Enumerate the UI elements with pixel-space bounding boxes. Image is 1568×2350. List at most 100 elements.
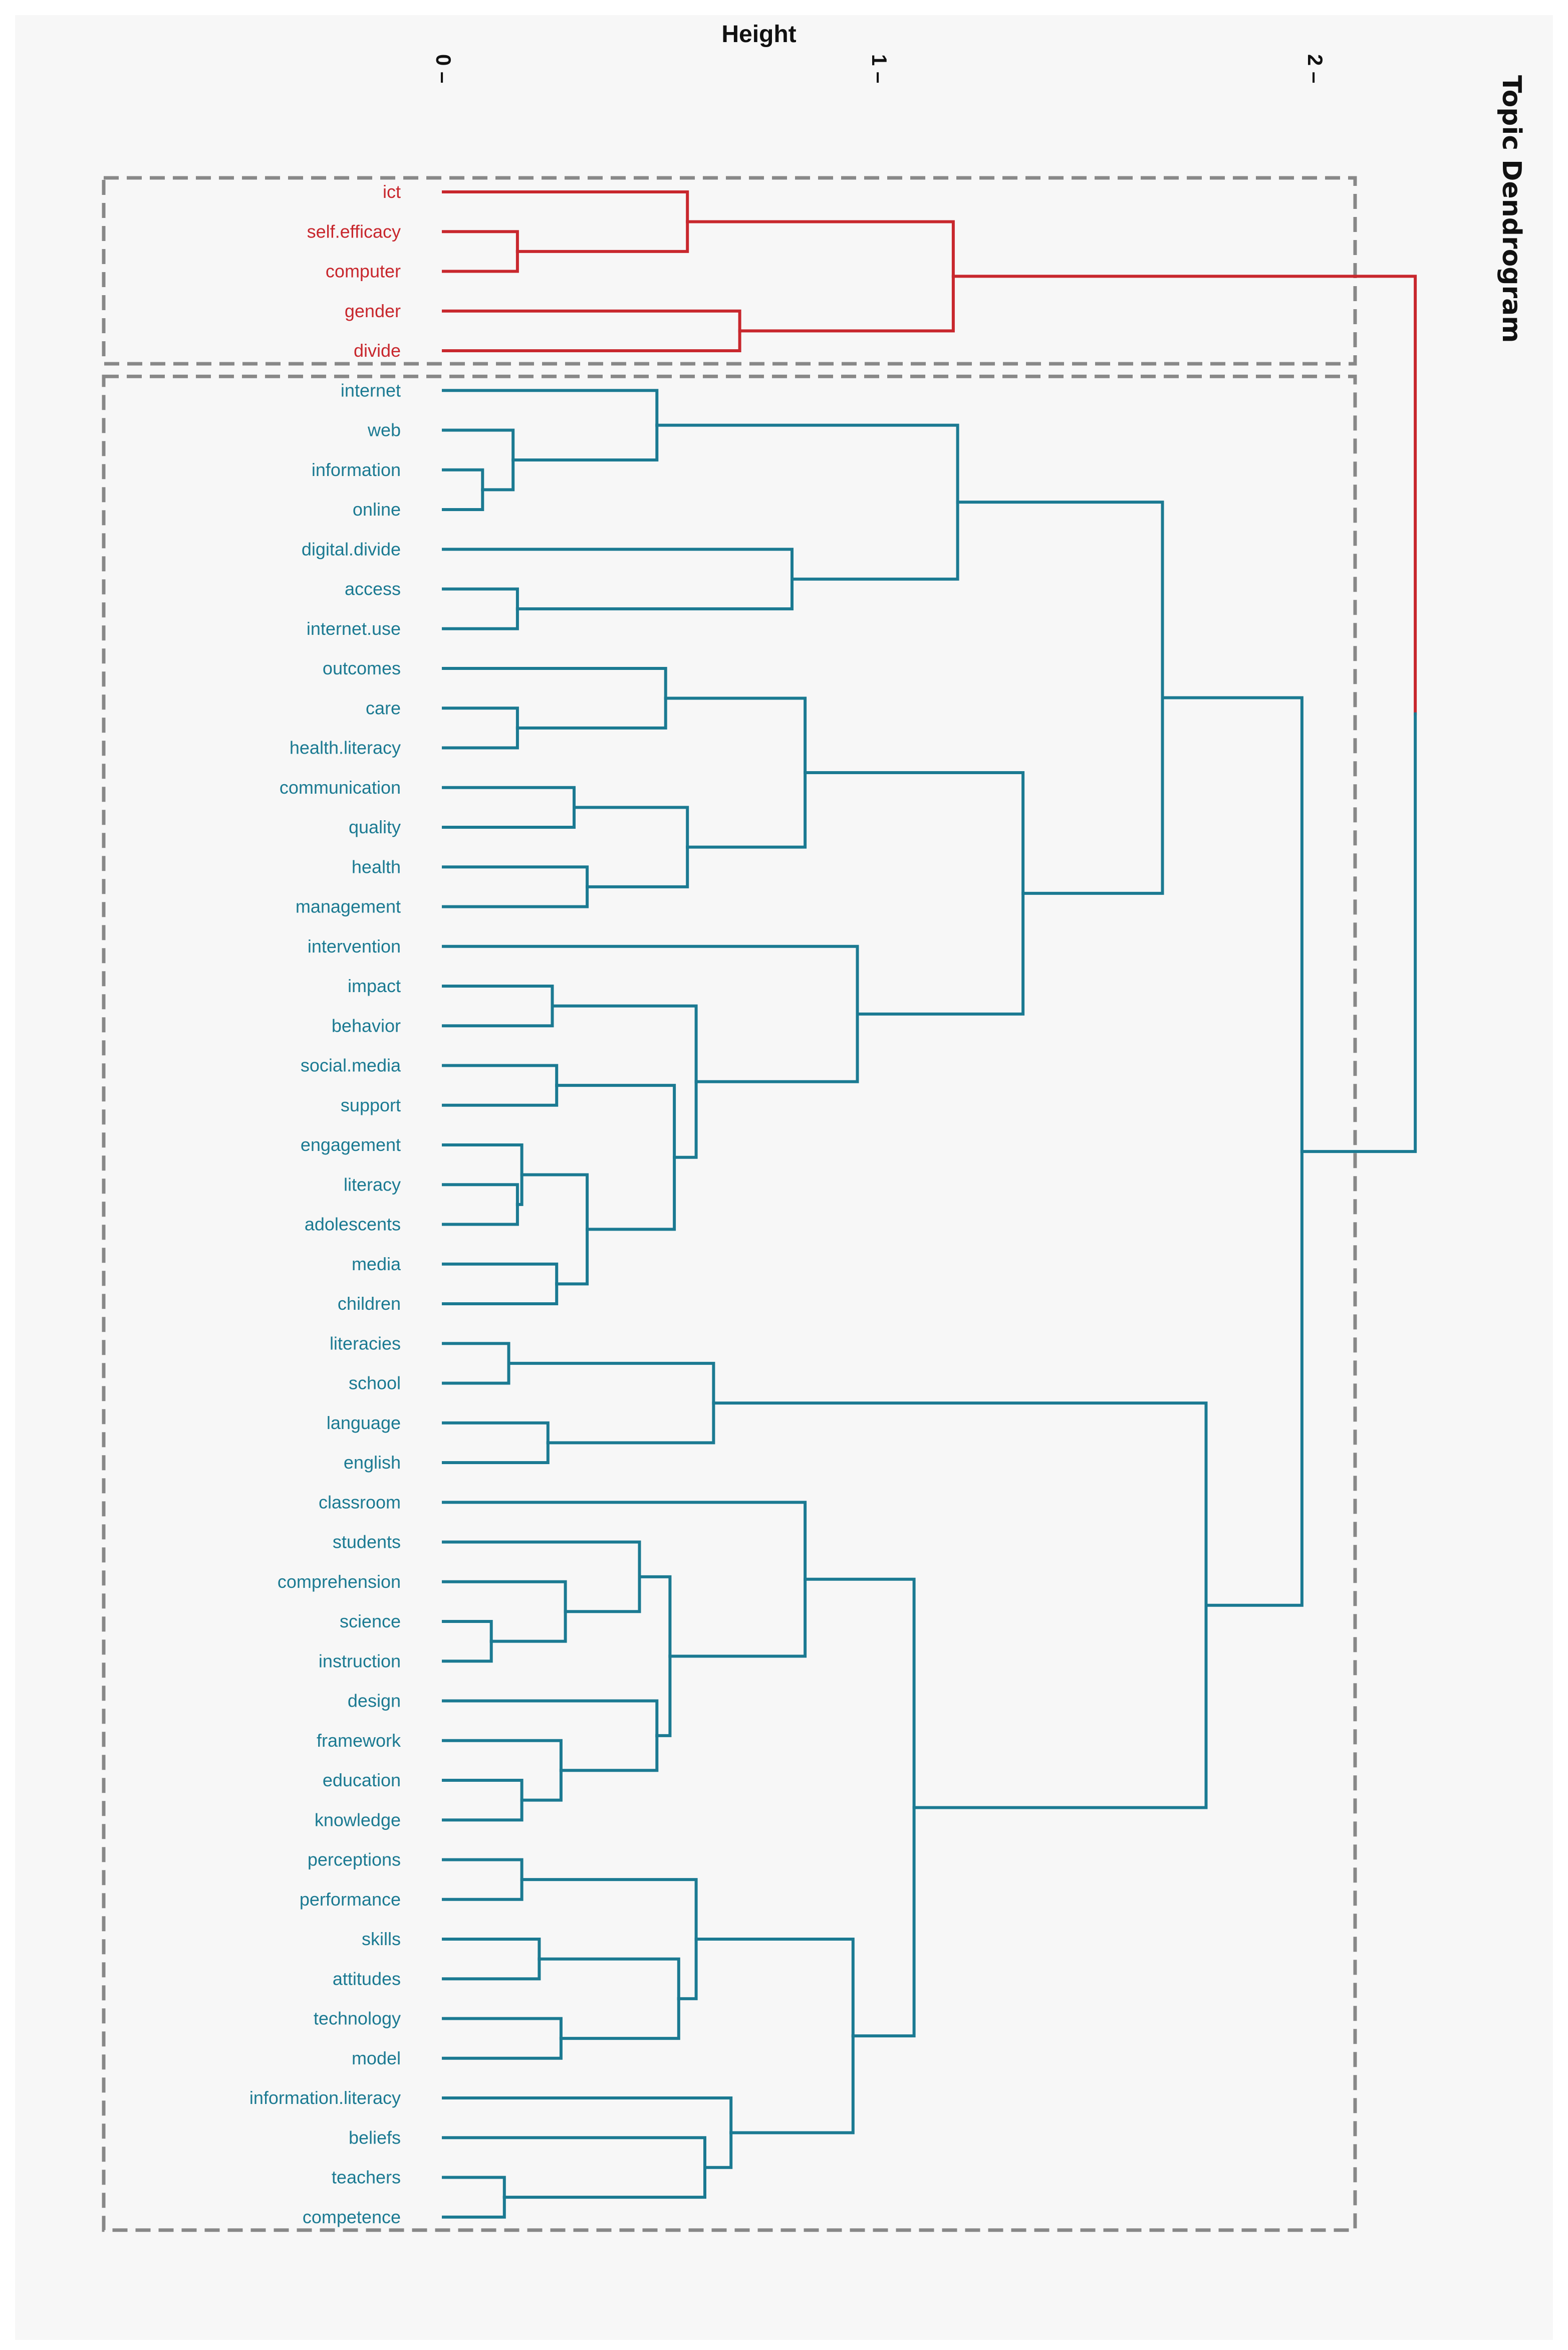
- leaf-label-technology: technology: [314, 2008, 401, 2029]
- branch-A1-computer: [442, 250, 519, 273]
- branch-ROOT-A4: [951, 275, 1417, 716]
- leaf-label-students: students: [333, 1532, 401, 1552]
- axis-tick-0: 0 –: [432, 54, 455, 83]
- branch-I2-I1: [912, 1603, 1208, 1809]
- branch-F2-language: [442, 1421, 550, 1445]
- branch-C3-quality: [442, 806, 576, 829]
- leaf-label-information.literacy: information.literacy: [249, 2087, 401, 2108]
- leaf-label-health.literacy: health.literacy: [290, 738, 401, 758]
- branch-G1-science: [442, 1620, 493, 1643]
- leaf-label-ict: ict: [383, 181, 401, 202]
- branch-H2-attitudes: [442, 1957, 541, 1981]
- leaf-label-digital.divide: digital.divide: [302, 539, 401, 559]
- branch-B3-B2: [511, 423, 659, 461]
- branch-D5-children: [442, 1282, 559, 1305]
- branch-C4-management: [442, 885, 589, 908]
- leaf-label-social.media: social.media: [301, 1055, 401, 1076]
- branch-E2-E1: [1021, 696, 1164, 895]
- branch-ROOT-J1: [1300, 712, 1417, 1153]
- branch-H3-technology: [442, 2017, 563, 2040]
- leaf-label-knowledge: knowledge: [315, 1809, 401, 1830]
- branch-E1-D9: [856, 891, 1025, 1016]
- branch-G6-design: [442, 1699, 659, 1737]
- branch-B5-B4: [515, 577, 794, 611]
- leaf-label-performance: performance: [300, 1889, 401, 1910]
- branch-D8-D7: [673, 1080, 698, 1159]
- branch-A2-ict: [442, 190, 689, 223]
- branch-C5-C4: [586, 845, 689, 888]
- chart-title: Topic Dendrogram: [1496, 75, 1526, 343]
- branch-G4-education: [442, 1779, 524, 1802]
- leaf-label-instruction: instruction: [319, 1651, 401, 1671]
- branch-F1-school: [442, 1361, 510, 1385]
- leaf-label-information: information: [312, 459, 401, 480]
- leaf-label-impact: impact: [348, 976, 401, 996]
- leaf-label-classroom: classroom: [319, 1492, 401, 1512]
- branch-G3-G2: [564, 1575, 641, 1613]
- axis-tick-2: 2 –: [1303, 54, 1327, 83]
- leaf-label-web: web: [367, 420, 401, 440]
- branch-D3-adolescents: [442, 1203, 519, 1226]
- branch-G4-knowledge: [442, 1798, 524, 1822]
- leaf-label-support: support: [341, 1095, 401, 1115]
- leaf-label-literacy: literacy: [344, 1174, 401, 1195]
- branch-F2-english: [442, 1441, 550, 1464]
- branch-E2-B6: [956, 501, 1164, 699]
- leaf-label-management: management: [296, 896, 401, 917]
- branch-G7-G3: [638, 1575, 672, 1658]
- branch-C5-C3: [573, 806, 689, 849]
- branch-D7-D2: [555, 1084, 676, 1159]
- branch-H1-perceptions: [442, 1858, 524, 1882]
- leaf-label-school: school: [349, 1373, 401, 1393]
- branch-D2-social.media: [442, 1064, 559, 1087]
- branch-A4-A3: [738, 275, 955, 333]
- branch-B5-digital.divide: [442, 548, 794, 581]
- leaf-label-internet: internet: [341, 380, 401, 400]
- branch-D9-intervention: [442, 945, 859, 1016]
- leaf-label-skills: skills: [362, 1929, 401, 1949]
- branch-B2-web: [442, 428, 515, 461]
- axis-tick-label: 0 –: [432, 54, 455, 83]
- branch-C4-health: [442, 865, 589, 888]
- branch-H2-skills: [442, 1938, 541, 1961]
- axis-title: Height: [721, 21, 796, 48]
- branch-D7-D6: [586, 1155, 676, 1231]
- branch-G3-students: [442, 1540, 641, 1578]
- leaf-label-literacies: literacies: [330, 1333, 401, 1353]
- branch-G8-G7: [668, 1577, 807, 1658]
- leaf-label-behavior: behavior: [332, 1015, 401, 1036]
- branch-A2-A1: [515, 220, 689, 253]
- axis-tick-1: 1 –: [868, 54, 891, 83]
- plot-panel: [15, 15, 1553, 2340]
- leaf-label-communication: communication: [280, 777, 401, 798]
- leaf-label-teachers: teachers: [332, 2167, 401, 2188]
- branch-F1-literacies: [442, 1342, 510, 1365]
- cluster-box-1: [102, 176, 1357, 366]
- leaf-label-attitudes: attitudes: [333, 1968, 401, 1989]
- branch-G1-instruction: [442, 1639, 493, 1663]
- branch-E1-C6: [804, 771, 1025, 895]
- leaf-label-engagement: engagement: [301, 1134, 401, 1155]
- branch-B4-internet.use: [442, 607, 519, 630]
- leaf-label-science: science: [340, 1611, 401, 1631]
- branch-B6-B5: [791, 501, 959, 581]
- axis-tick-label: 1 –: [868, 54, 891, 83]
- leaf-label-quality: quality: [349, 817, 401, 837]
- branch-H9-H8: [729, 2034, 855, 2135]
- branch-I1-G8: [804, 1577, 916, 1809]
- leaf-label-internet.use: internet.use: [307, 618, 401, 639]
- branch-J1-E2: [1161, 696, 1303, 1153]
- leaf-label-competence: competence: [303, 2207, 401, 2227]
- branch-H6-competence: [442, 2196, 506, 2219]
- leaf-label-care: care: [366, 697, 401, 718]
- branch-B2-B1: [481, 458, 515, 492]
- branch-H8-H7: [703, 2131, 733, 2169]
- branch-A4-A2: [686, 220, 955, 278]
- leaf-label-health: health: [352, 856, 401, 877]
- branch-C6-C5: [686, 771, 807, 849]
- leaf-label-media: media: [352, 1254, 401, 1274]
- branch-G2-G1: [489, 1610, 567, 1643]
- branch-D9-D8: [694, 1012, 859, 1083]
- branch-A3-divide: [442, 329, 741, 352]
